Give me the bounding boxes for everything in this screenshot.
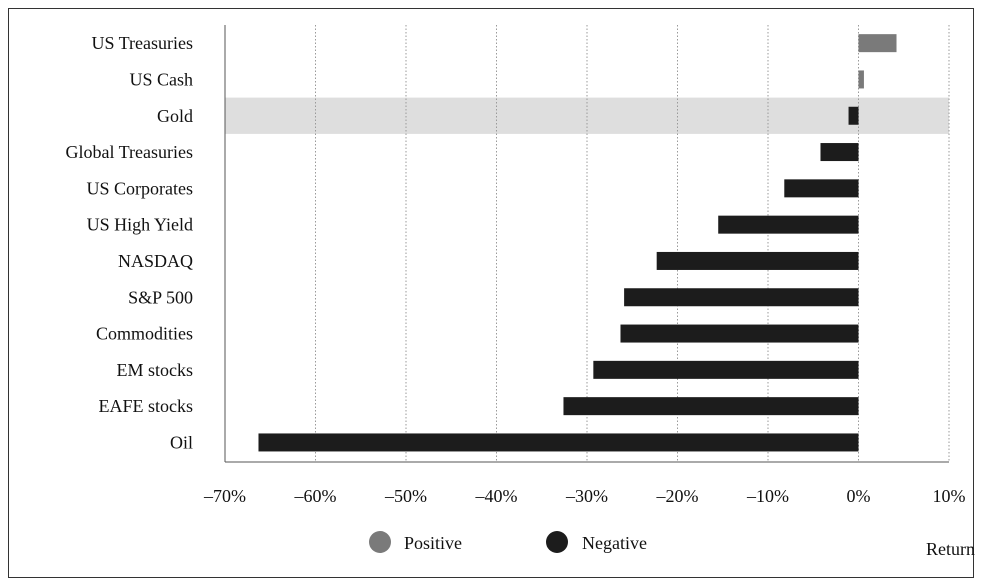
x-tick-label: –10% [746, 486, 789, 506]
category-label-layer: US Treasuries US Cash Gold Global Treasurie… [66, 33, 194, 452]
category-label: Gold [157, 106, 193, 126]
bar [848, 106, 859, 125]
category-label: EAFE stocks [99, 396, 194, 416]
x-tick-label: –60% [294, 486, 337, 506]
bar [858, 34, 897, 53]
category-label: EM stocks [117, 360, 194, 380]
category-label: Global Treasuries [66, 142, 194, 162]
category-label: US Corporates [87, 178, 194, 198]
legend-positive-marker [369, 531, 391, 553]
category-label: S&P 500 [128, 287, 193, 307]
legend: Positive Negative [369, 531, 647, 553]
bar [784, 179, 859, 198]
x-tick-label: –40% [475, 486, 518, 506]
category-label: US Cash [129, 69, 193, 89]
bar [624, 288, 859, 307]
bar [656, 251, 859, 270]
bar [718, 215, 859, 234]
bar [820, 143, 859, 162]
x-axis-title: Return [926, 539, 975, 559]
category-label: NASDAQ [118, 251, 193, 271]
x-tick-label: 10% [933, 486, 966, 506]
x-tick-label: –20% [656, 486, 699, 506]
bar-layer [258, 34, 897, 452]
category-label: Commodities [96, 324, 193, 344]
bar [858, 70, 864, 89]
category-label: US Treasuries [91, 33, 193, 53]
category-label: Oil [170, 432, 193, 452]
legend-negative-marker [546, 531, 568, 553]
legend-negative-label: Negative [582, 533, 647, 553]
bar [620, 324, 859, 343]
legend-positive-label: Positive [404, 533, 462, 553]
x-tick-label: –30% [565, 486, 608, 506]
x-tick-label: –50% [384, 486, 427, 506]
x-tick-label: –70% [203, 486, 246, 506]
grid-layer [224, 25, 950, 463]
bar [593, 360, 859, 379]
bar [563, 397, 859, 416]
tick-label-layer: –70% –60% –50% –40% –30% –20% –10% 0% 10% [203, 486, 966, 506]
bar [258, 433, 859, 452]
category-label: US High Yield [87, 215, 193, 235]
x-tick-label: 0% [847, 486, 871, 506]
